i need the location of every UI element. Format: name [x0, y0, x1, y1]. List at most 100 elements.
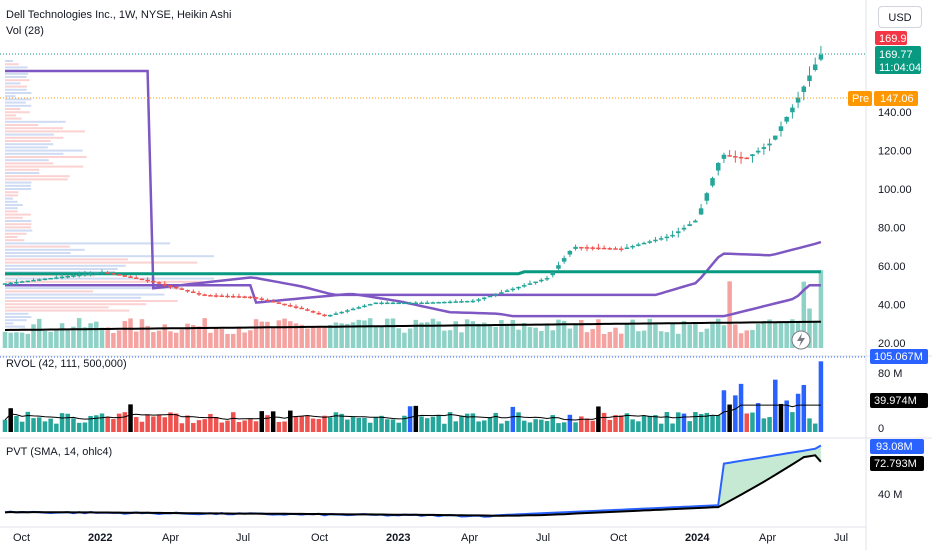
volume-bar — [755, 324, 761, 348]
profile-row — [5, 88, 27, 91]
candle-body — [773, 135, 778, 140]
rvol-bar — [459, 415, 464, 432]
candle-body — [362, 305, 367, 308]
rvol-bar — [664, 411, 670, 432]
rvol-bar — [750, 412, 755, 432]
volume-bar — [316, 326, 322, 348]
rvol-bar — [670, 423, 675, 432]
candle-body — [196, 293, 202, 295]
volume-bar — [812, 322, 818, 348]
time-tick-label: 2024 — [685, 532, 710, 544]
time-tick-label: Oct — [13, 532, 30, 544]
candle-body — [818, 54, 824, 60]
candle-body — [476, 299, 481, 301]
volume-bar — [390, 318, 396, 348]
time-tick-label: Jul — [536, 532, 550, 544]
candle-body — [533, 281, 538, 284]
volume-bar — [202, 318, 207, 348]
candle-body — [442, 301, 447, 304]
pvt-tick-40: 40 M — [878, 489, 902, 501]
rvol-bar — [613, 415, 618, 432]
rvol-bar — [761, 418, 767, 432]
volume-bar — [265, 321, 270, 348]
chart-title[interactable]: Dell Technologies Inc., 1W, NYSE, Heikin… — [6, 9, 231, 21]
volume-bar — [778, 321, 784, 348]
rvol-bar — [516, 412, 521, 432]
rvol-bar — [36, 417, 42, 432]
price-tick-label: 100.00 — [878, 184, 912, 196]
candle-body — [670, 234, 675, 237]
volume-bar — [31, 324, 36, 348]
rvol-tick-80: 80 M — [878, 368, 902, 380]
rvol-bar — [230, 412, 236, 432]
pvt-legend[interactable]: PVT (SMA, 14, ohlc4) — [6, 446, 112, 458]
volume-bar — [362, 320, 367, 348]
volume-bar — [71, 326, 76, 348]
volume-bar — [493, 326, 498, 348]
rvol-bar — [767, 417, 772, 432]
rvol-bar — [276, 421, 282, 432]
profile-row — [5, 117, 22, 120]
rvol-bar — [801, 384, 807, 432]
rvol-bar — [379, 415, 384, 432]
profile-row — [5, 104, 32, 107]
volume-bar — [807, 308, 812, 348]
profile-row — [5, 152, 64, 155]
candle-body — [407, 302, 413, 305]
rvol-bar — [156, 414, 162, 432]
profile-row — [5, 98, 32, 101]
candle-body — [402, 302, 407, 305]
price-axis[interactable]: 140.00 120.00 100.00 80.00 60.00 40.00 20.00 — [878, 107, 912, 350]
volume-bar — [607, 331, 613, 348]
candle-body — [539, 279, 544, 282]
sma-lower-line — [5, 284, 821, 318]
profile-row — [5, 111, 30, 114]
profile-row — [5, 316, 32, 318]
volume-bar — [48, 331, 53, 348]
rvol-ma-tag — [870, 393, 928, 408]
profile-row — [5, 322, 14, 325]
profile-row — [5, 172, 40, 174]
volume-bar — [65, 330, 71, 348]
volume-bar — [19, 332, 25, 348]
rvol-bar — [99, 413, 105, 432]
candle-body — [693, 220, 698, 223]
candle-body — [459, 301, 464, 303]
candle-body — [801, 86, 807, 93]
rvol-ma-line — [4, 404, 821, 421]
candle-body — [350, 308, 356, 311]
profile-row — [5, 124, 39, 126]
volume-bar — [305, 328, 310, 348]
rvol-bar — [407, 406, 413, 432]
candle-body — [122, 275, 128, 277]
volume-bar — [293, 323, 299, 348]
volume-bar — [179, 329, 185, 348]
volume-bar — [704, 328, 710, 348]
candle-body — [156, 282, 162, 284]
sma-upper-line — [5, 69, 822, 297]
rvol-bar — [482, 420, 487, 432]
volume-bar — [288, 321, 293, 348]
volume-bar — [236, 327, 242, 348]
rvol-legend[interactable]: RVOL (42, 111, 500,000) — [6, 358, 127, 370]
volume-profile — [5, 60, 215, 331]
rvol-bar — [521, 420, 527, 432]
candle-body — [99, 271, 105, 274]
rvol-bar — [773, 379, 778, 432]
vol-legend[interactable]: Vol (28) — [6, 25, 44, 37]
volume-bar — [499, 320, 504, 348]
rvol-bar — [641, 415, 647, 432]
candle-body — [641, 242, 647, 245]
volume-bar — [219, 328, 225, 348]
candle-body — [499, 292, 504, 294]
volume-bar — [527, 327, 533, 348]
candle-body — [185, 289, 190, 292]
volume-bar — [710, 322, 715, 348]
currency-button[interactable]: USD — [878, 6, 922, 28]
time-axis[interactable]: Oct 2022 Apr Jul Oct 2023 Apr Jul Oct 2024 Apr Jul — [13, 532, 848, 544]
volume-bar — [641, 330, 647, 348]
profile-row — [5, 130, 85, 133]
rvol-bar — [510, 406, 516, 432]
